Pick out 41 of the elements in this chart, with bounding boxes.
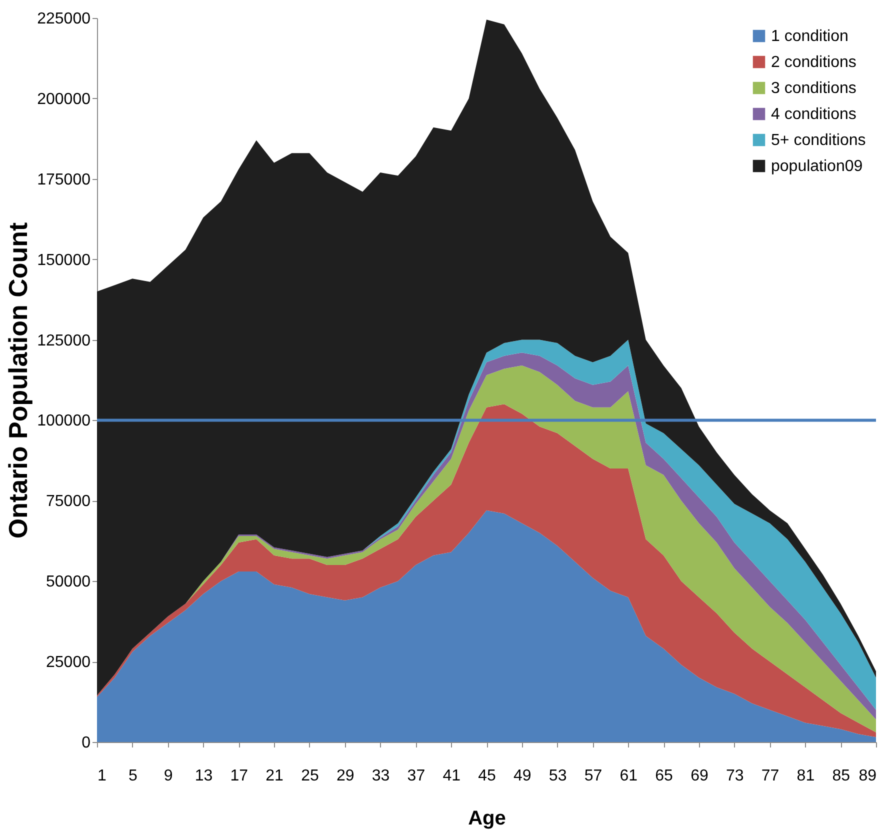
x-tick-label: 57: [584, 768, 602, 784]
x-tick-label: 49: [514, 768, 532, 784]
y-tick-label: 150000: [37, 252, 91, 269]
x-tick-label: 85: [832, 768, 850, 784]
x-tick-label: 33: [372, 768, 390, 784]
x-tick-label: 13: [194, 768, 213, 784]
legend-label: 5+ conditions: [771, 132, 866, 149]
legend-label: 4 conditions: [771, 106, 856, 123]
x-tick-label: 9: [164, 768, 173, 784]
legend-label: 2 conditions: [771, 54, 856, 71]
x-tick-label: 53: [548, 768, 567, 784]
y-tick-label: 200000: [37, 90, 91, 108]
x-tick-label: 77: [761, 768, 780, 784]
x-tick-label: 61: [620, 768, 638, 784]
y-tick-label: 50000: [46, 574, 91, 591]
x-tick-label: 73: [726, 768, 744, 784]
legend-label: 1 condition: [771, 28, 848, 45]
x-tick-label: 45: [478, 768, 496, 784]
y-tick-label: 25000: [46, 654, 91, 672]
x-tick-label: 81: [796, 768, 815, 784]
x-tick-label: 25: [301, 768, 319, 784]
y-tick-label: 75000: [46, 493, 91, 510]
y-tick-label: 100000: [37, 412, 91, 430]
y-tick-label: 0: [82, 734, 91, 752]
x-tick-label: 89: [858, 768, 877, 784]
y-tick-label: 175000: [37, 171, 91, 188]
x-axis-title: Age: [468, 808, 506, 830]
x-tick-label: 5: [128, 768, 138, 784]
x-tick-label: 69: [690, 768, 708, 784]
x-tick-label: 65: [655, 768, 674, 784]
y-tick-label: 225000: [37, 10, 91, 28]
x-tick-label: 1: [98, 768, 106, 784]
x-tick-label: 41: [442, 768, 461, 784]
x-tick-label: 21: [266, 768, 284, 784]
x-tick-label: 29: [336, 768, 354, 784]
x-tick-label: 37: [407, 768, 426, 784]
y-axis-title: Ontario Population Count: [3, 222, 34, 539]
legend-label: 3 conditions: [771, 80, 856, 97]
x-tick-label: 17: [230, 768, 248, 784]
y-tick-label: 125000: [37, 332, 91, 350]
legend-label: population09: [771, 158, 863, 175]
